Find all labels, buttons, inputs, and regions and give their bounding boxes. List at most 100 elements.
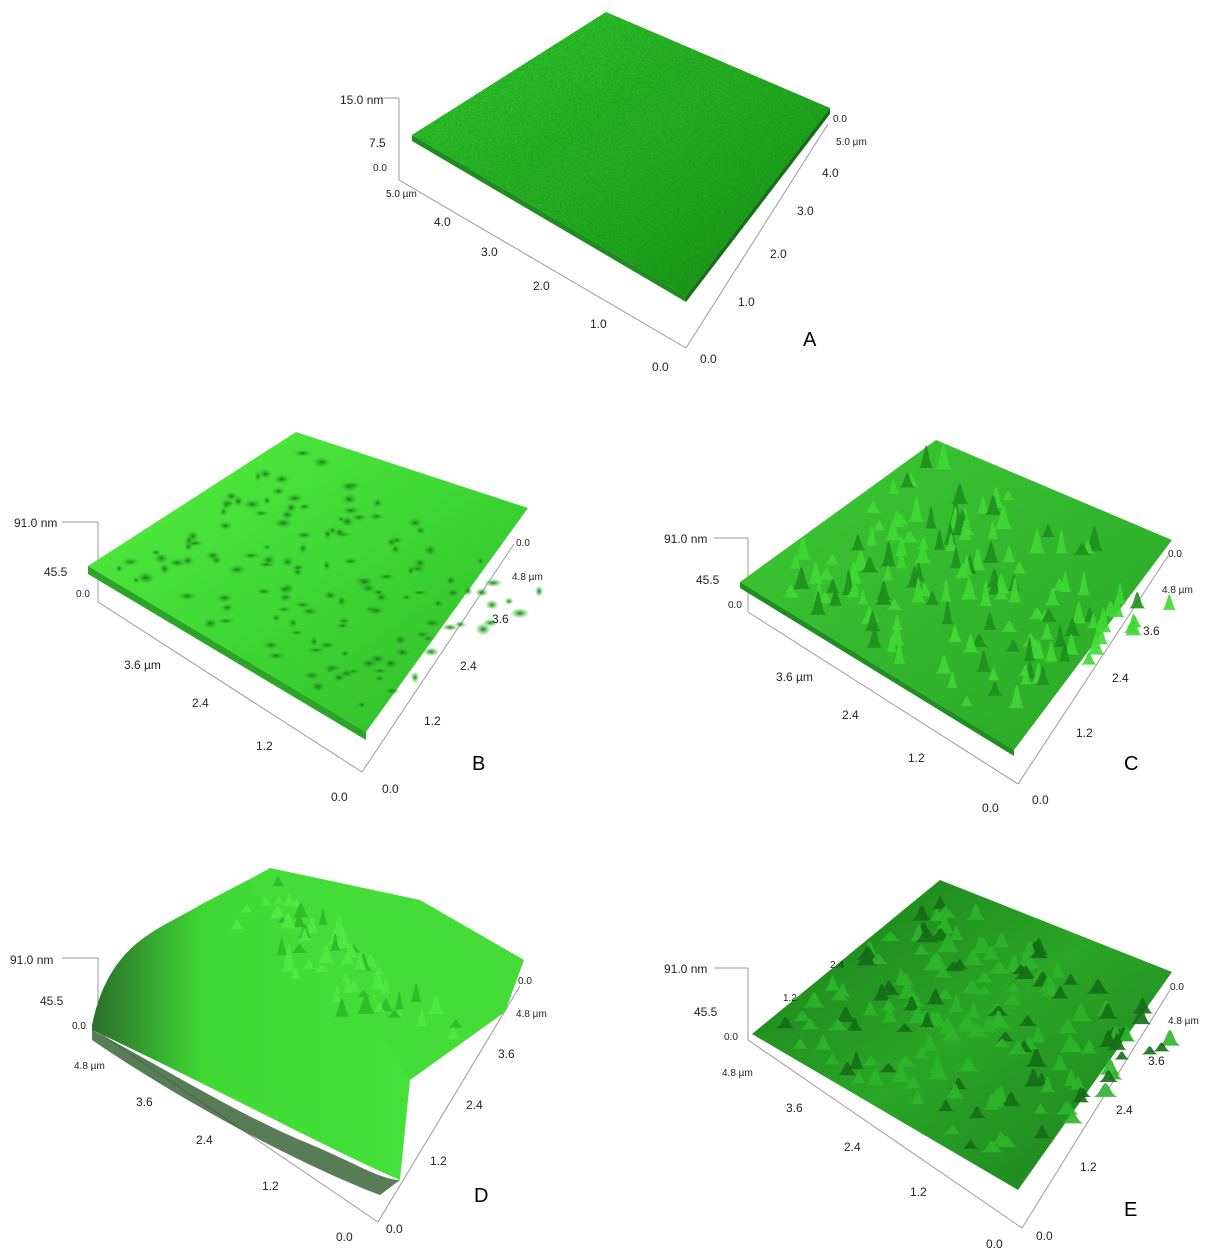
surface-pit	[349, 513, 368, 522]
surface-pit	[431, 598, 445, 609]
panel-a-axes	[380, 97, 829, 349]
panel-a-z-label-max: 15.0 nm	[340, 93, 383, 107]
surface-peak	[895, 549, 908, 569]
surface-pit	[332, 527, 347, 538]
panel-d-right-tick-0: 0.0	[386, 1222, 403, 1236]
panel-b-z-label-mid: 45.5	[44, 565, 68, 579]
surface-peak	[899, 530, 920, 543]
panel-a-front-edge	[412, 135, 686, 302]
surface-peak	[987, 575, 1002, 595]
surface-pit	[294, 530, 315, 540]
surface-peak	[304, 916, 320, 934]
surface-peak	[1069, 602, 1088, 624]
surface-pit	[166, 557, 188, 568]
panel-d-front-tick-1: 3.6	[136, 1095, 153, 1109]
surface-peak	[1005, 1041, 1030, 1055]
surface-peak	[991, 932, 1012, 948]
surface-peak	[956, 1057, 981, 1072]
surface-peak	[1086, 635, 1106, 655]
panel-c-front-tick-0: 3.6 µm	[776, 670, 813, 684]
surface-peak	[329, 933, 341, 951]
surface-peak	[292, 906, 306, 928]
surface-peak	[1039, 608, 1058, 622]
surface-peak	[1001, 992, 1023, 1005]
surface-pit	[321, 589, 339, 601]
surface-pit	[321, 663, 343, 673]
panel-c-z-label-min: 0.0	[728, 600, 742, 611]
surface-pit	[270, 613, 282, 623]
surface-peak	[978, 1017, 999, 1033]
surface-peak	[864, 501, 882, 513]
surface-peak	[979, 1140, 1005, 1153]
panel-d-right-tick-5: 0.0	[518, 976, 532, 987]
surface-peak	[1077, 571, 1091, 596]
surface-peak	[352, 953, 369, 971]
surface-peak	[1031, 1103, 1050, 1114]
panel-a-front-tick-1: 4.0	[434, 215, 451, 229]
panel-c-right-tick-3: 3.6	[1143, 624, 1160, 638]
surface-pit	[475, 622, 492, 636]
surface-peak	[1086, 614, 1101, 629]
panel-c-peaks	[781, 443, 1177, 709]
surface-peak	[1008, 684, 1026, 709]
surface-peak	[981, 541, 1001, 563]
surface-peak	[1054, 1101, 1080, 1115]
panel-a-z-label-mid: 7.5	[369, 136, 386, 150]
surface-peak	[1140, 1046, 1159, 1055]
panel-c-front-tick-1: 2.4	[842, 708, 859, 722]
surface-peak	[1079, 1039, 1099, 1054]
surface-peak	[1117, 1026, 1136, 1042]
surface-pit	[335, 594, 348, 608]
surface-peak	[792, 1010, 813, 1021]
surface-pit	[232, 495, 245, 508]
surface-peak	[1024, 1048, 1049, 1067]
surface-pit	[290, 563, 306, 572]
surface-pit	[271, 486, 286, 496]
surface-pit	[322, 558, 332, 573]
surface-peak	[816, 568, 836, 580]
surface-pit	[215, 617, 236, 625]
surface-pit	[376, 572, 397, 581]
panel-d-right-tick-3: 3.6	[498, 1047, 515, 1061]
surface-peak	[925, 988, 946, 1005]
surface-peak	[986, 961, 1012, 974]
surface-pit	[261, 640, 281, 651]
surface-peak	[845, 586, 861, 598]
surface-peak	[910, 577, 926, 603]
surface-peak	[1072, 542, 1092, 556]
surface-peak	[879, 998, 898, 1011]
surface-peak	[913, 927, 940, 943]
surface-peak	[826, 1019, 850, 1031]
panel-a-front-tick-4: 1.0	[590, 317, 607, 331]
panel-d-front-tick-2: 2.4	[196, 1133, 213, 1147]
surface-pit	[287, 617, 299, 629]
surface-peak	[893, 1057, 919, 1068]
surface-peak	[1028, 945, 1050, 959]
surface-peak	[1085, 979, 1111, 994]
panel-a-side-edge	[686, 108, 830, 302]
surface-pit	[392, 646, 413, 659]
surface-peak	[849, 534, 866, 551]
surface-peak	[828, 989, 850, 1001]
surface-pit	[316, 640, 338, 650]
surface-peak	[948, 925, 965, 940]
surface-pit	[476, 556, 485, 566]
surface-peak	[1035, 665, 1051, 685]
panel-a-right-tick-2: 2.0	[770, 247, 787, 261]
panel-b-right-tick-5: 0.0	[516, 538, 530, 549]
surface-peak	[881, 984, 902, 996]
surface-peak	[887, 479, 900, 494]
surface-pit	[262, 543, 272, 551]
panel-d-ridge	[92, 880, 410, 1180]
panel-c-surface	[740, 440, 1172, 750]
surface-pit	[297, 542, 309, 555]
surface-pit	[265, 651, 287, 661]
surface-peak	[239, 903, 254, 913]
surface-pit	[383, 686, 401, 696]
surface-pit	[176, 591, 199, 601]
surface-pit	[406, 517, 424, 529]
surface-peak	[1027, 607, 1047, 620]
surface-peak	[1028, 529, 1046, 554]
surface-peak	[1019, 668, 1034, 685]
surface-peak	[916, 536, 931, 550]
